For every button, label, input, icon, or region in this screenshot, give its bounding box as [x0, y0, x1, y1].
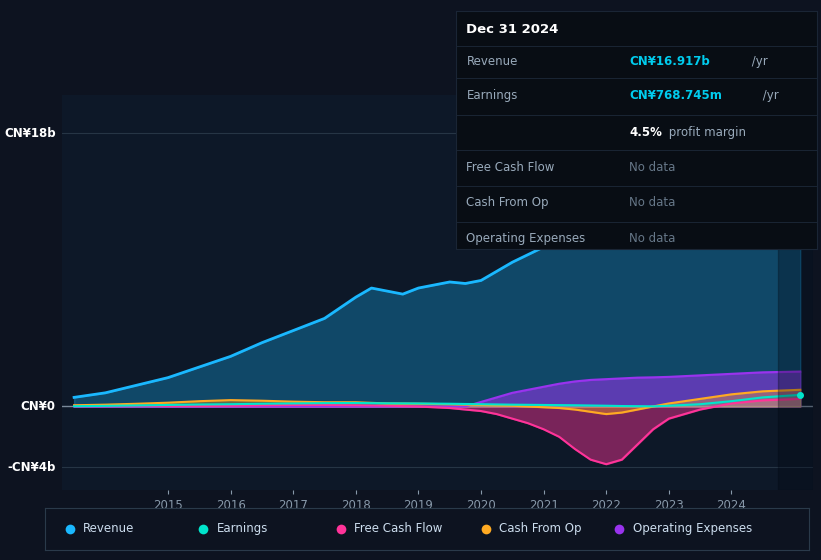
Text: /yr: /yr [748, 55, 768, 68]
Bar [778, 95, 813, 490]
Text: No data: No data [629, 197, 676, 209]
Text: Free Cash Flow: Free Cash Flow [466, 161, 555, 174]
Text: Operating Expenses: Operating Expenses [466, 232, 585, 245]
Text: CN¥768.745m: CN¥768.745m [629, 89, 722, 102]
Text: /yr: /yr [759, 89, 779, 102]
Text: Revenue: Revenue [84, 522, 135, 535]
Text: Free Cash Flow: Free Cash Flow [355, 522, 443, 535]
Text: -CN¥4b: -CN¥4b [7, 461, 56, 474]
Text: Earnings: Earnings [466, 89, 518, 102]
Text: profit margin: profit margin [665, 126, 746, 139]
Text: 4.5%: 4.5% [629, 126, 662, 139]
Text: Cash From Op: Cash From Op [466, 197, 549, 209]
Text: Operating Expenses: Operating Expenses [633, 522, 752, 535]
Text: Cash From Op: Cash From Op [499, 522, 582, 535]
Text: Dec 31 2024: Dec 31 2024 [466, 22, 559, 35]
Text: No data: No data [629, 232, 676, 245]
Text: CN¥0: CN¥0 [21, 400, 56, 413]
Text: CN¥18b: CN¥18b [4, 127, 56, 139]
Text: Revenue: Revenue [466, 55, 518, 68]
Text: No data: No data [629, 161, 676, 174]
Text: CN¥16.917b: CN¥16.917b [629, 55, 710, 68]
Text: Earnings: Earnings [217, 522, 268, 535]
